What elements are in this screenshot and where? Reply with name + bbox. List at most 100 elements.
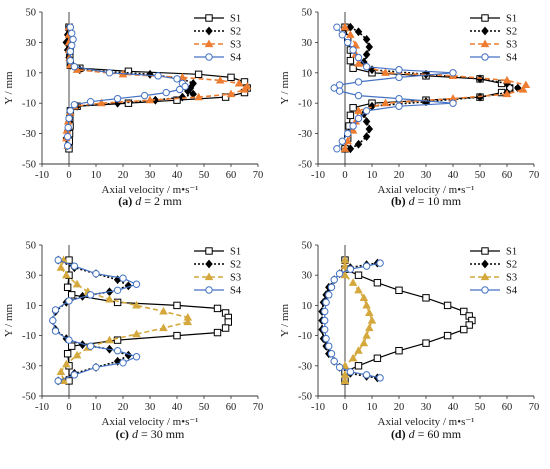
legend-label-S1: S1 [230, 247, 241, 258]
data-point-S2 [146, 69, 154, 79]
data-point-S1 [349, 104, 357, 112]
y-tick-label: -10 [22, 331, 36, 342]
data-point-S4 [92, 363, 100, 372]
legend-label-S4: S4 [506, 286, 518, 297]
caption-variable: d [409, 194, 416, 208]
data-point-S4 [65, 297, 73, 305]
data-point-S3 [56, 367, 66, 375]
data-point-S4 [344, 38, 352, 47]
series-line-S1 [68, 27, 248, 149]
caption-variable: d [135, 194, 142, 208]
x-tick-label: 30 [421, 402, 432, 413]
data-point-S4 [349, 46, 357, 54]
y-tick-label: -50 [298, 392, 312, 403]
data-point-S1 [373, 354, 382, 362]
legend-marker-S2 [481, 259, 489, 269]
data-point-S1 [460, 325, 468, 334]
x-axis-title: Axial velocity / m•s⁻¹ [378, 184, 475, 196]
x-tick-label: 70 [529, 402, 540, 413]
panel-caption: (b) d = 10 mm [391, 194, 462, 208]
data-point-S4 [325, 291, 333, 299]
data-point-S4 [86, 342, 95, 350]
data-point-S3 [340, 376, 350, 385]
data-point-S3 [354, 285, 363, 294]
legend-label-S4: S4 [230, 53, 242, 64]
data-point-S4 [54, 377, 62, 385]
y-tick-label: -50 [298, 160, 312, 171]
chart-panel-3: -10 0 10 20 30 40 50 60 70 50 30 10 -10 -30 -50 Axial v… [3, 241, 263, 442]
data-point-S4 [322, 334, 330, 343]
data-point-S4 [154, 72, 162, 80]
data-point-S1 [346, 56, 355, 65]
panel-caption: (c) d = 30 mm [116, 427, 185, 441]
chart-panel-2: -10 0 10 20 30 40 50 60 70 50 30 10 -10 -30 -50 Axial v… [279, 8, 539, 209]
data-point-S1 [63, 350, 72, 358]
data-point-S4 [354, 114, 363, 123]
data-point-S3 [340, 270, 350, 279]
data-point-S1 [465, 321, 473, 329]
data-point-S3 [365, 308, 374, 317]
x-axis-title: Axial velocity / m•s⁻¹ [378, 416, 475, 428]
series-S4 [63, 23, 189, 150]
data-point-S1 [346, 111, 355, 120]
data-point-S3 [354, 346, 363, 354]
data-point-S4 [376, 259, 384, 267]
data-point-S3 [132, 300, 141, 309]
data-point-S4 [333, 23, 341, 31]
data-point-S2 [362, 34, 371, 44]
data-point-S4 [113, 347, 122, 355]
y-tick-label: -30 [298, 129, 312, 140]
legend: S1 S2 S3 S4 [194, 14, 242, 64]
legend-marker-S1 [205, 14, 213, 22]
data-point-S4 [66, 23, 75, 31]
caption-label: (b) [391, 194, 409, 208]
x-tick-label: 60 [226, 402, 237, 413]
data-point-S3 [348, 278, 358, 286]
data-point-S4 [321, 316, 329, 325]
x-tick-label: 30 [421, 170, 432, 181]
x-tick-label: 60 [226, 170, 237, 181]
y-axis-title: Y / mm [279, 71, 291, 105]
legend-marker-S1 [205, 247, 213, 255]
x-tick-label: 30 [145, 170, 156, 181]
data-point-S4 [449, 99, 457, 107]
legend-marker-S4 [205, 53, 213, 61]
x-tick-label: 40 [448, 170, 459, 181]
x-tick-label: 60 [502, 402, 513, 413]
data-point-S3 [145, 95, 155, 104]
legend-label-S3: S3 [506, 273, 517, 284]
x-tick-label: -10 [311, 170, 325, 181]
x-tick-label: 40 [448, 402, 459, 413]
data-point-S3 [105, 294, 114, 303]
data-point-S4 [362, 107, 371, 115]
data-point-S1 [213, 304, 222, 313]
data-point-S3 [72, 279, 82, 288]
data-point-S4 [63, 142, 72, 150]
data-point-S4 [64, 123, 72, 132]
data-point-S4 [327, 283, 336, 291]
data-point-S4 [321, 307, 329, 316]
data-point-S4 [354, 53, 363, 62]
data-point-S3 [105, 335, 114, 344]
data-point-S3 [362, 331, 371, 339]
chart-panel-4: -10 0 10 20 30 40 50 60 70 50 30 10 -10 -30 -50 Axial v… [279, 241, 539, 442]
data-point-S4 [66, 107, 75, 115]
data-point-S1 [113, 298, 122, 307]
data-point-S4 [395, 66, 403, 74]
data-point-S4 [346, 265, 355, 273]
series-S3 [62, 22, 252, 149]
x-tick-label: 10 [91, 170, 102, 181]
data-point-S3 [72, 350, 82, 359]
caption-value: = 30 mm [138, 427, 185, 441]
x-tick-label: -10 [311, 402, 325, 413]
legend-marker-S3 [204, 39, 214, 48]
data-point-S1 [354, 362, 363, 370]
series-S1 [341, 256, 476, 385]
data-point-S4 [119, 274, 127, 282]
data-point-S3 [359, 293, 369, 301]
caption-label: (c) [116, 427, 132, 441]
data-point-S1 [373, 279, 382, 287]
legend-label-S1: S1 [506, 14, 517, 25]
data-point-S3 [381, 68, 390, 76]
